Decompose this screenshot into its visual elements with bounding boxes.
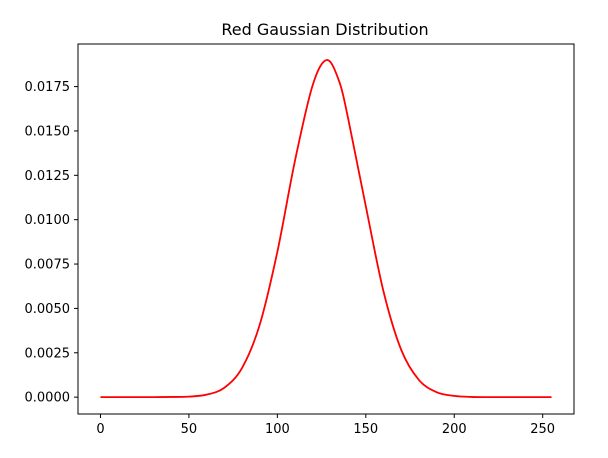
- y-tick-label: 0.0150: [25, 124, 71, 139]
- chart-title: Red Gaussian Distribution: [221, 20, 428, 39]
- series-line-red: [100, 59, 552, 399]
- y-tick-label: 0.0125: [25, 169, 71, 184]
- plot-area: [100, 59, 552, 399]
- x-tick-label: 0: [96, 422, 104, 437]
- y-tick-label: 0.0050: [25, 302, 71, 317]
- x-tick-label: 250: [530, 422, 555, 437]
- axes-frame: [77, 43, 575, 415]
- x-tick-label: 200: [442, 422, 467, 437]
- y-axis: 0.0000 0.0025 0.0050 0.0075 0.0100 0.0125 0.01…: [25, 80, 78, 406]
- x-tick-label: 50: [181, 422, 198, 437]
- y-tick-label: 0.0100: [25, 213, 71, 228]
- x-axis: 0 50 100 150 200 250: [96, 414, 555, 437]
- y-tick-label: 0.0175: [25, 80, 71, 95]
- x-tick-label: 100: [265, 422, 290, 437]
- y-tick-label: 0.0025: [25, 346, 71, 361]
- y-tick-label: 0.0075: [25, 258, 71, 273]
- x-tick-label: 150: [353, 422, 378, 437]
- y-tick-label: 0.0000: [25, 391, 71, 406]
